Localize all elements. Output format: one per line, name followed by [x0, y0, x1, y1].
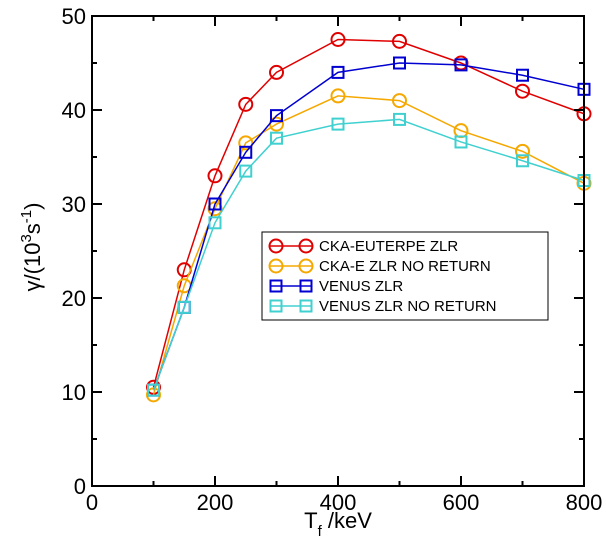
x-tick-label: 800 [566, 490, 603, 515]
data-point [177, 300, 191, 314]
x-axis-title: Tf /keV [304, 508, 372, 540]
x-tick-label: 400 [320, 490, 357, 515]
data-point [238, 135, 254, 151]
data-point [516, 154, 529, 168]
y-tick-label: 50 [62, 4, 86, 29]
data-point [330, 88, 346, 104]
data-point [270, 131, 283, 145]
legend-marker [299, 299, 313, 313]
legend-marker [298, 238, 314, 254]
legend-entry: CKA-EUTERPE ZLR [268, 238, 458, 255]
x-axis-title-rest: /keV [322, 508, 372, 533]
y-tick-label: 20 [62, 286, 86, 311]
data-point [392, 33, 407, 49]
legend-marker [268, 238, 284, 254]
x-axis-title-subscript: f [318, 523, 323, 540]
data-point [269, 64, 284, 80]
data-point [331, 65, 345, 79]
y-axis-title-group: γ/(103s-1) [18, 203, 45, 292]
data-point [392, 93, 407, 109]
series-line [152, 62, 585, 391]
data-point [515, 83, 530, 99]
y-axis-title: γ/(103s-1) [18, 203, 45, 292]
y-tick-label: 40 [62, 98, 86, 123]
plot-marks [146, 32, 592, 403]
legend-marker [299, 279, 313, 293]
legend-entry: VENUS ZLR NO RETURN [269, 298, 497, 315]
data-point [454, 58, 468, 72]
legend-label: CKA-EUTERPE ZLR [319, 238, 458, 255]
data-point [207, 168, 223, 184]
y-axis-title-pre: γ/(10 [20, 243, 45, 292]
legend-marker [298, 258, 314, 274]
series-line [152, 38, 585, 388]
y-tick-label: 0 [74, 474, 86, 499]
legend-label: VENUS ZLR NO RETURN [319, 298, 497, 315]
series-line [152, 118, 585, 391]
legend-label: VENUS ZLR [319, 278, 403, 295]
y-axis-title-sup2: -1 [18, 210, 35, 223]
y-axis-title-post: ) [20, 203, 45, 210]
legend-marker [268, 258, 284, 274]
legend-entry: CKA-E ZLR NO RETURN [268, 258, 491, 275]
data-point [330, 32, 346, 47]
data-point [454, 135, 468, 149]
data-point [270, 109, 283, 123]
legend-marker [269, 279, 283, 293]
y-axis-title-mid: s [20, 223, 45, 234]
x-tick-label: 200 [197, 490, 234, 515]
x-tick-label: 600 [443, 490, 480, 515]
data-point [331, 117, 345, 131]
data-point [238, 96, 254, 112]
y-tick-label: 10 [62, 380, 86, 405]
data-point [515, 143, 530, 159]
data-point [208, 197, 222, 211]
data-point [239, 145, 253, 159]
x-tick-label: 0 [86, 490, 98, 515]
x-axis-title-main: T [304, 508, 317, 533]
legend-entry: VENUS ZLR [269, 278, 403, 295]
legend-marker [269, 299, 283, 313]
y-axis-title-sup1: 3 [18, 234, 35, 242]
data-point [393, 112, 406, 126]
y-tick-label: 30 [62, 192, 86, 217]
data-point [147, 383, 160, 397]
legend: CKA-EUTERPE ZLR CKA-E ZLR NO RETURN VENUS … [261, 231, 549, 321]
data-point [393, 56, 406, 70]
data-point [208, 216, 222, 230]
data-point [516, 68, 529, 82]
legend-label: CKA-E ZLR NO RETURN [319, 258, 491, 275]
series-line [152, 95, 585, 396]
data-point [239, 164, 253, 178]
axis-ticks: 0 200 400 600 800 0 10 20 30 40 50 [62, 4, 603, 515]
